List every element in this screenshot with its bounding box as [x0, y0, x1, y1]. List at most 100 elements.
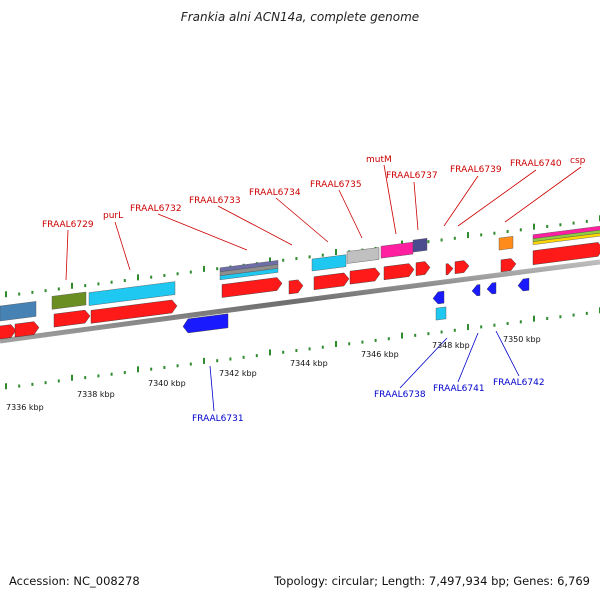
feature-tile-magenta	[380, 241, 414, 259]
gene-label-fraal6741[interactable]: FRAAL6741	[433, 384, 485, 394]
gene-label-purl[interactable]: purL	[103, 211, 123, 221]
cds-forward	[445, 263, 454, 276]
feature-tile-orange	[498, 236, 514, 251]
cds-forward	[53, 309, 91, 328]
cds-reverse	[471, 284, 481, 297]
gene-label-fraal6738[interactable]: FRAAL6738	[374, 390, 426, 400]
cds-forward-group	[313, 272, 350, 291]
feature-tile-gray-group	[346, 247, 380, 264]
feature-tile-cyan-2	[311, 254, 347, 272]
cds-forward	[221, 277, 283, 298]
cds-reverse	[486, 282, 497, 295]
accession-text: Accession: NC_008278	[9, 574, 140, 588]
cds-forward-group	[532, 242, 600, 265]
axis-label-7338: 7338 kbp	[77, 390, 115, 399]
cds-reverse	[517, 278, 530, 292]
callout-line-forward	[457, 169, 537, 227]
cds-reverse	[182, 313, 229, 334]
callout-line-reverse	[457, 332, 479, 383]
callout-line-forward	[157, 213, 248, 251]
feature-tile-orange-group	[498, 236, 514, 251]
cds-forward-group	[288, 279, 304, 295]
cds-forward	[90, 299, 178, 324]
callout-line-reverse	[209, 365, 215, 412]
callout-line-forward	[504, 166, 582, 223]
callout-line-forward	[443, 175, 479, 227]
cds-forward	[349, 267, 381, 285]
callout-line-forward	[275, 197, 329, 243]
cds-forward-group	[445, 263, 454, 276]
cds-forward	[288, 279, 304, 295]
feature-tile-cyan-small	[435, 306, 447, 321]
axis-label-7342: 7342 kbp	[219, 369, 257, 378]
feature-tile-navy-group	[412, 238, 428, 253]
cds-forward-group	[454, 260, 470, 274]
cds-forward	[313, 272, 350, 291]
gene-label-fraal6733[interactable]: FRAAL6733	[189, 196, 241, 206]
cds-forward	[0, 324, 17, 341]
cds-forward	[500, 258, 517, 273]
cds-forward-group	[500, 258, 517, 273]
feature-tile-stripe-6-group	[532, 232, 600, 245]
gene-label-fraal6729[interactable]: FRAAL6729	[42, 220, 94, 230]
cds-forward	[454, 260, 470, 274]
feature-tile-steelblue	[0, 301, 37, 322]
forward-gene-labels: FRAAL6729 purL FRAAL6732 FRAAL6733 FRAAL…	[42, 155, 586, 230]
callout-line-forward	[217, 205, 293, 246]
gene-label-fraal6739[interactable]: FRAAL6739	[450, 165, 502, 175]
gene-label-fraal6742[interactable]: FRAAL6742	[493, 378, 545, 388]
gene-label-fraal6731[interactable]: FRAAL6731	[192, 414, 244, 424]
feature-tile-cyan-group	[88, 281, 176, 306]
cds-reverse	[432, 290, 445, 305]
gene-label-fraal6740[interactable]: FRAAL6740	[510, 159, 562, 169]
map-title: Frankia alni ACN14a, complete genome	[180, 10, 420, 24]
genome-backbone	[0, 259, 600, 344]
cds-forward-group	[53, 309, 91, 328]
gene-label-fraal6732[interactable]: FRAAL6732	[130, 204, 182, 214]
callout-line-forward	[338, 189, 363, 239]
feature-tile-navy	[412, 238, 428, 253]
gene-label-csp[interactable]: csp	[570, 156, 586, 166]
axis-label-7336: 7336 kbp	[6, 403, 44, 412]
axis-label-7350: 7350 kbp	[503, 335, 541, 344]
cds-reverse-group	[432, 290, 445, 305]
feature-tile-stripe-3-group	[219, 268, 279, 281]
callout-line-forward	[383, 164, 397, 235]
cds-forward-group	[14, 321, 40, 338]
axis-label-7346: 7346 kbp	[361, 350, 399, 359]
forward-tick-track	[5, 215, 600, 298]
feature-tile-olive-group	[51, 291, 87, 310]
axis-label-7348: 7348 kbp	[432, 341, 470, 350]
reverse-tick-track	[5, 307, 600, 390]
gene-label-fraal6735[interactable]: FRAAL6735	[310, 180, 362, 190]
cds-forward-group	[383, 263, 415, 281]
feature-tile-olive	[51, 291, 87, 310]
cds-reverse-group	[486, 282, 497, 295]
gene-label-mutm[interactable]: mutM	[366, 155, 392, 165]
cds-forward-group	[349, 267, 381, 285]
cds-forward-group	[221, 277, 283, 298]
gene-label-fraal6737[interactable]: FRAAL6737	[386, 171, 438, 181]
cds-forward	[383, 263, 415, 281]
axis-label-7344: 7344 kbp	[290, 359, 328, 368]
feature-tile-stripe-3	[219, 268, 279, 281]
feature-tile-cyan-small-group	[435, 306, 447, 321]
cds-forward-group	[415, 261, 431, 276]
gene-label-fraal6734[interactable]: FRAAL6734	[249, 188, 301, 198]
cds-forward	[532, 242, 600, 265]
feature-track	[0, 225, 600, 341]
cds-reverse-group	[182, 313, 229, 334]
genome-summary-text: Topology: circular; Length: 7,497,934 bp…	[274, 574, 590, 588]
cds-reverse-group	[517, 278, 530, 292]
feature-tile-magenta-group	[380, 241, 414, 259]
cds-forward-group	[0, 324, 17, 341]
feature-tile-steelblue-group	[0, 301, 37, 322]
feature-tile-gray	[346, 247, 380, 264]
callout-line-forward	[114, 221, 131, 271]
reverse-gene-labels: FRAAL6731 FRAAL6738 FRAAL6741 FRAAL6742	[192, 378, 545, 424]
feature-tile-stripe-6	[532, 232, 600, 245]
feature-tile-cyan	[88, 281, 176, 306]
feature-tile-cyan-2-group	[311, 254, 347, 272]
